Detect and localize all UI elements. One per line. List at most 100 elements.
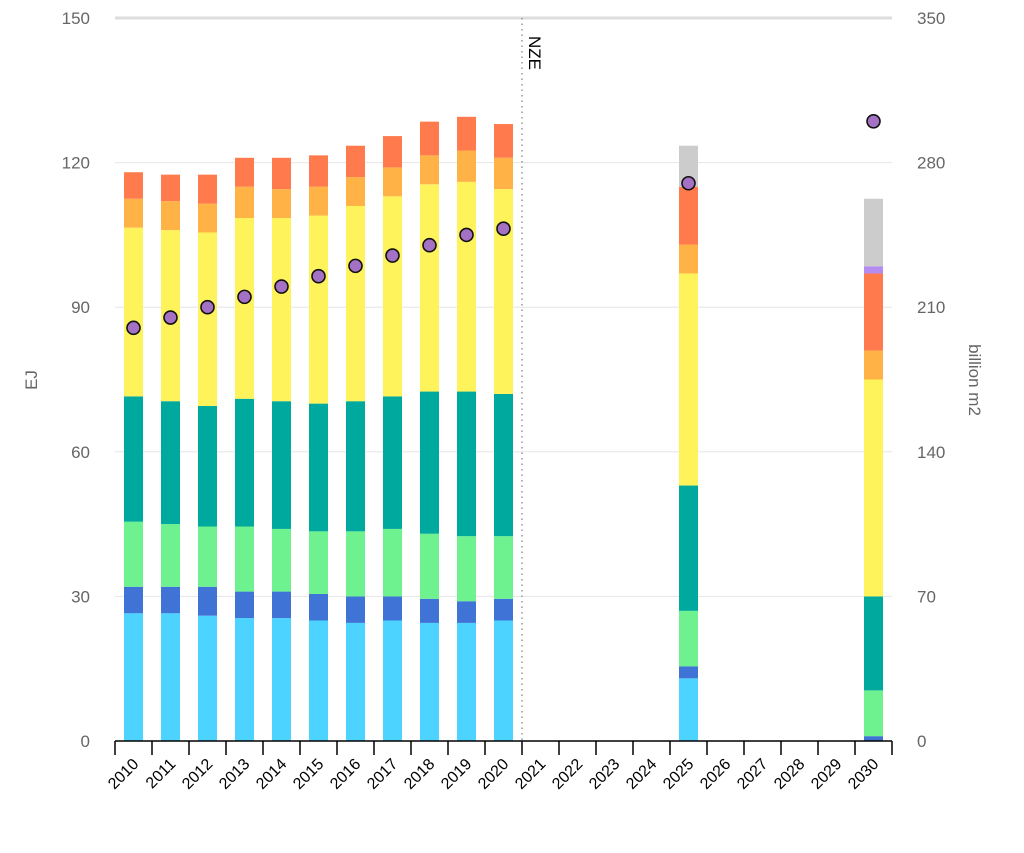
bar-segment bbox=[272, 157, 291, 190]
bar-segment bbox=[864, 266, 883, 274]
x-tick-label: 2015 bbox=[290, 756, 327, 793]
bar-segment bbox=[457, 150, 476, 182]
bar-segment bbox=[161, 586, 180, 614]
bar-segment bbox=[383, 528, 402, 597]
bar-stacks bbox=[124, 116, 883, 741]
bar-segment bbox=[457, 536, 476, 602]
bar-segment bbox=[346, 177, 365, 206]
nze-annotation: NZE bbox=[521, 18, 544, 741]
bar-segment bbox=[161, 524, 180, 587]
bar-segment bbox=[457, 116, 476, 151]
x-tick-label: 2013 bbox=[216, 756, 253, 793]
x-tick-label: 2027 bbox=[734, 756, 771, 793]
bar-segment bbox=[272, 401, 291, 529]
y2-axis-title: billion m2 bbox=[965, 344, 984, 416]
bar-segment bbox=[346, 401, 365, 532]
x-tick-label: 2023 bbox=[586, 756, 623, 793]
floor-area-point bbox=[200, 299, 215, 315]
bar-segment bbox=[864, 736, 883, 741]
bar-segment bbox=[346, 596, 365, 623]
bar-segment bbox=[864, 198, 883, 267]
bar-segment bbox=[679, 186, 698, 245]
bar-segment bbox=[383, 620, 402, 741]
bar-segment bbox=[272, 528, 291, 592]
floor-area-point bbox=[385, 248, 400, 263]
bar-segment bbox=[124, 227, 143, 397]
bar-segment bbox=[864, 690, 883, 737]
bar-segment bbox=[420, 391, 439, 534]
y2-tick-label: 70 bbox=[917, 587, 936, 606]
bar-segment bbox=[198, 232, 217, 407]
bar-segment bbox=[346, 531, 365, 597]
bar-segment bbox=[679, 485, 698, 611]
bar-segment bbox=[420, 155, 439, 185]
bar-segment bbox=[679, 244, 698, 274]
x-tick-label: 2020 bbox=[475, 756, 512, 793]
x-tick-label: 2026 bbox=[697, 756, 734, 793]
bar-segment bbox=[161, 201, 180, 231]
bar-segment bbox=[235, 591, 254, 619]
bar-segment bbox=[272, 189, 291, 219]
bar-segment bbox=[272, 618, 291, 741]
bar-segment bbox=[198, 203, 217, 233]
floor-area-point bbox=[422, 237, 437, 253]
floor-area-point bbox=[348, 258, 363, 274]
floor-area-point bbox=[163, 310, 178, 325]
bar-segment bbox=[235, 186, 254, 219]
bar-segment bbox=[198, 615, 217, 741]
bar-segment bbox=[494, 157, 513, 190]
bar-segment bbox=[235, 526, 254, 592]
bar-segment bbox=[494, 393, 513, 537]
y-tick-label: 90 bbox=[71, 298, 90, 317]
bar-segment bbox=[420, 533, 439, 599]
y2-tick-label: 0 bbox=[917, 732, 926, 751]
x-tick-label: 2019 bbox=[438, 756, 475, 793]
bar-segment bbox=[679, 610, 698, 667]
bar-segment bbox=[124, 396, 143, 522]
x-tick-label: 2014 bbox=[253, 756, 290, 793]
bar-segment bbox=[309, 620, 328, 741]
floor-area-markers bbox=[126, 113, 881, 336]
bar-segment bbox=[864, 350, 883, 380]
x-tick-label: 2011 bbox=[143, 756, 179, 792]
bar-segment bbox=[161, 174, 180, 202]
bar-segment bbox=[383, 396, 402, 529]
bar-segment bbox=[383, 596, 402, 621]
floor-area-point bbox=[311, 268, 326, 284]
x-tick-label: 2022 bbox=[549, 756, 586, 793]
bar-segment bbox=[383, 136, 402, 168]
x-tick-label: 2029 bbox=[808, 756, 845, 793]
floor-area-point bbox=[274, 279, 289, 294]
y2-tick-label: 350 bbox=[917, 9, 945, 28]
bar-segment bbox=[494, 620, 513, 741]
y2-tick-label: 210 bbox=[917, 298, 945, 317]
y-tick-label: 60 bbox=[71, 443, 90, 462]
bar-segment bbox=[161, 613, 180, 741]
floor-area-point bbox=[126, 320, 141, 336]
x-tick-label: 2030 bbox=[845, 756, 882, 793]
bar-segment bbox=[420, 184, 439, 392]
y2-tick-label: 140 bbox=[917, 443, 945, 462]
floor-area-point bbox=[459, 227, 474, 243]
bar-segment bbox=[161, 401, 180, 525]
bar-segment bbox=[124, 586, 143, 614]
bar-segment bbox=[494, 536, 513, 599]
bar-segment bbox=[235, 398, 254, 527]
x-tick-label: 2028 bbox=[771, 756, 808, 793]
bar-segment bbox=[235, 218, 254, 399]
bar-segment bbox=[864, 596, 883, 691]
y-tick-label: 0 bbox=[81, 732, 90, 751]
bar-segment bbox=[679, 145, 698, 187]
bar-segment bbox=[457, 391, 476, 537]
bar-segment bbox=[864, 273, 883, 351]
x-tick-label: 2017 bbox=[364, 756, 401, 793]
bar-segment bbox=[457, 622, 476, 741]
bar-segment bbox=[124, 521, 143, 587]
nze-label: NZE bbox=[525, 36, 544, 70]
bar-segment bbox=[309, 593, 328, 621]
bar-segment bbox=[124, 613, 143, 741]
bar-segment bbox=[198, 526, 217, 587]
y2-tick-label: 280 bbox=[917, 154, 945, 173]
x-tick-label: 2010 bbox=[105, 756, 142, 793]
